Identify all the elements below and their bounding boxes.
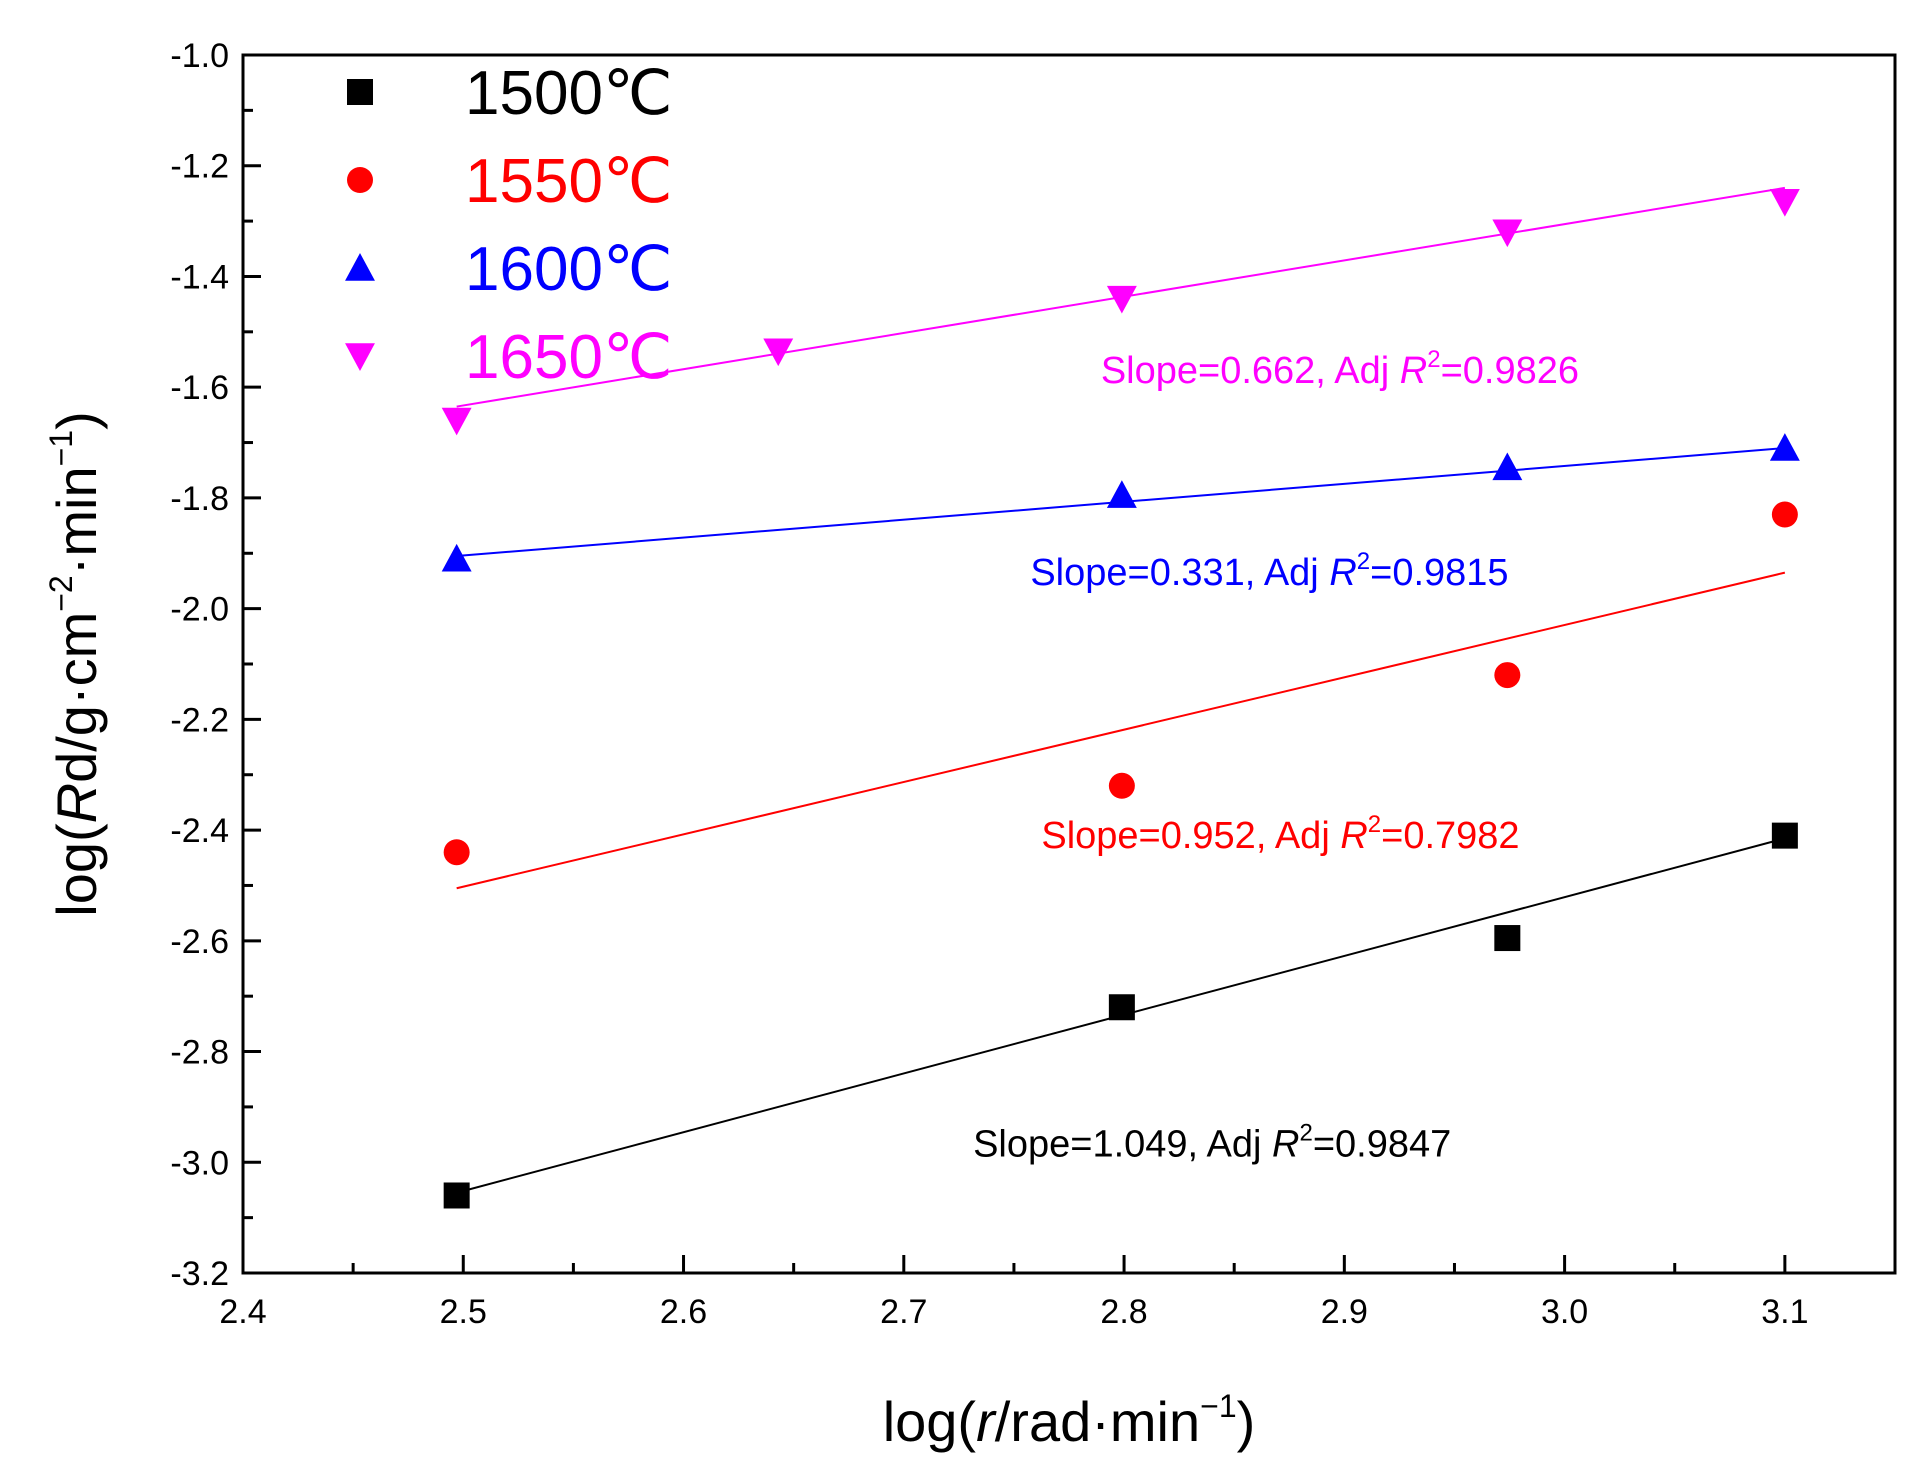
legend-marker (347, 79, 373, 105)
legend: 1500℃ 1550℃ 1600℃ 1650℃ (345, 59, 673, 392)
fit-annotation-sup: 2 (1427, 346, 1440, 373)
y-tick-label: -2.8 (170, 1034, 229, 1072)
legend-label: 1650℃ (465, 323, 673, 392)
ticks (241, 53, 1787, 1275)
fit-annotation-sup: 2 (1368, 811, 1381, 838)
fit-annotation-sup: 2 (1300, 1120, 1313, 1147)
y-axis-title-pre: log( (45, 823, 108, 917)
data-point (1492, 219, 1523, 248)
data-point (1494, 925, 1521, 952)
x-tick-label: 2.4 (219, 1293, 266, 1331)
data-point (1771, 822, 1798, 849)
fit-annotation: Slope=1.049, Adj R2=0.9847 (973, 1120, 1451, 1166)
legend-marker (345, 343, 375, 371)
fit-annotation-post: =0.7982 (1381, 815, 1519, 857)
y-tick-label: -1.8 (170, 480, 229, 518)
fit-annotation-pre: Slope=1.049, Adj (973, 1124, 1272, 1166)
x-tick-label: 3.0 (1541, 1293, 1588, 1331)
data-point (1492, 452, 1523, 481)
fit-annotation-r: R (1400, 350, 1427, 392)
x-tick-label: 3.1 (1761, 1293, 1808, 1331)
x-axis-title-sup: −1 (1200, 1388, 1236, 1424)
fit-annotation-r: R (1340, 815, 1367, 857)
y-tick-label: -2.6 (170, 923, 229, 961)
y-tick-label: -3.0 (170, 1144, 229, 1182)
data-point (1106, 285, 1137, 314)
y-tick-label: -1.2 (170, 148, 229, 186)
fit-annotation-pre: Slope=0.662, Adj (1101, 350, 1400, 392)
x-axis-title: log(r/rad·min−1) (883, 1388, 1256, 1453)
y-axis-title-italic: R (45, 783, 108, 823)
data-point (443, 1182, 470, 1209)
y-axis-title-mid: ·min (45, 466, 108, 575)
data-point (441, 543, 472, 572)
fit-annotation-pre: Slope=0.331, Adj (1030, 552, 1329, 594)
fit-annotation-post: =0.9847 (1313, 1124, 1451, 1166)
x-tick-label: 2.8 (1100, 1293, 1147, 1331)
x-tick-label: 2.5 (440, 1293, 487, 1331)
fit-annotation-r: R (1329, 552, 1356, 594)
legend-label: 1500℃ (465, 59, 673, 128)
x-tick-label: 2.6 (660, 1293, 707, 1331)
y-tick-label: -1.4 (170, 258, 229, 296)
fit-annotation: Slope=0.331, Adj R2=0.9815 (1030, 548, 1508, 594)
fit-annotation-r: R (1272, 1124, 1299, 1166)
x-axis-title-close: ) (1237, 1390, 1256, 1453)
data-point (763, 338, 794, 367)
data-point (441, 407, 472, 436)
y-axis-title-close: ) (45, 411, 108, 430)
legend-label: 1600℃ (465, 235, 673, 304)
y-axis-title-post: d/g·cm (45, 612, 108, 783)
y-tick-label: -2.0 (170, 591, 229, 629)
x-tick-label: 2.7 (880, 1293, 927, 1331)
data-point (1769, 189, 1800, 217)
legend-marker (345, 253, 375, 281)
legend-marker (347, 167, 373, 193)
x-axis-title-pre: log( (883, 1390, 977, 1453)
data-point (1771, 501, 1798, 528)
data-points (441, 189, 1800, 1209)
fit-line (456, 571, 1786, 890)
y-axis-title: log(Rd/g·cm−2·min−1) (43, 411, 108, 917)
y-axis-title-sup2: −1 (43, 430, 79, 466)
data-point (443, 839, 470, 866)
fit-annotation: Slope=0.662, Adj R2=0.9826 (1101, 346, 1579, 392)
legend-label: 1550℃ (465, 147, 673, 216)
data-point (1108, 994, 1135, 1021)
y-tick-label: -2.4 (170, 812, 229, 850)
fit-annotation-post: =0.9815 (1370, 552, 1508, 594)
data-point (1769, 433, 1800, 461)
x-axis-title-post: /rad·min (995, 1390, 1200, 1453)
fit-annotation-pre: Slope=0.952, Adj (1041, 815, 1340, 857)
x-tick-label: 2.9 (1321, 1293, 1368, 1331)
y-tick-label: -2.2 (170, 701, 229, 739)
x-axis-title-italic: r (976, 1390, 997, 1453)
data-point (1494, 662, 1521, 689)
y-axis-title-sup1: −2 (43, 575, 79, 611)
data-point (1108, 772, 1135, 799)
tick-labels: 2.4 2.5 2.6 2.7 2.8 2.9 3.0 3.1 -3.2 -3.0 -2.8 -2.6… (170, 37, 1808, 1331)
y-tick-label: -1.6 (170, 369, 229, 407)
y-tick-label: -1.0 (170, 37, 229, 75)
fit-annotation-sup: 2 (1357, 548, 1370, 575)
fit-annotation: Slope=0.952, Adj R2=0.7982 (1041, 811, 1519, 857)
y-tick-label: -3.2 (170, 1255, 229, 1293)
fit-annotation-post: =0.9826 (1441, 350, 1579, 392)
data-point (1106, 480, 1137, 508)
